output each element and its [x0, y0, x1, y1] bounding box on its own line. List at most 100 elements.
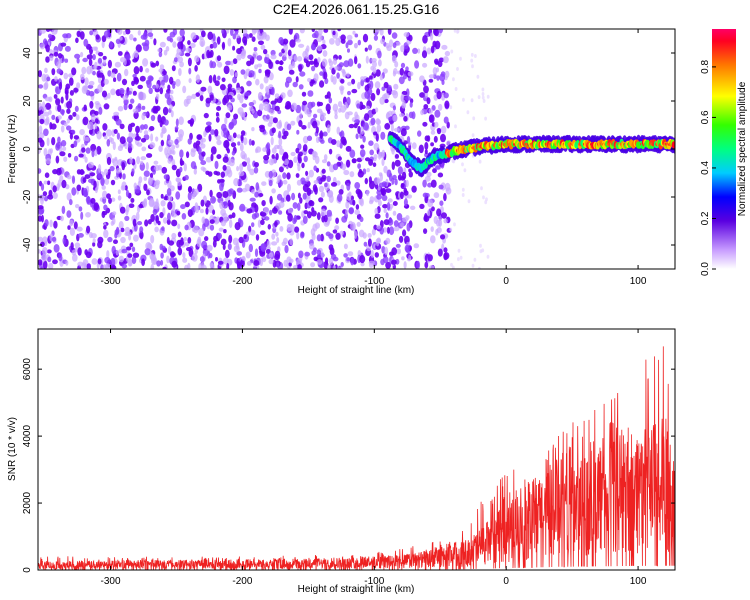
- spectrogram-noise-blob: [242, 29, 248, 35]
- spectrogram-noise-blob: [393, 68, 398, 75]
- spectrogram-noise-blob: [203, 112, 209, 119]
- spectrogram-noise-blob: [216, 36, 221, 45]
- spectrogram-noise-blob: [179, 29, 185, 37]
- spectrogram-noise-blob: [102, 123, 108, 131]
- spectrogram-noise-blob: [169, 185, 175, 192]
- spectrogram-noise-blob: [39, 29, 46, 34]
- spectrogram-noise-blob: [82, 57, 88, 63]
- spectrogram-noise-blob: [316, 101, 321, 107]
- spectrogram-x-tick-label: -100: [364, 276, 384, 287]
- spectrogram-noise-blob: [292, 202, 298, 209]
- spectrogram-noise-blob: [322, 131, 328, 137]
- spectrogram-noise-blob: [81, 262, 87, 269]
- spectrogram-noise-blob: [392, 174, 397, 181]
- snr-y-ticks: 0 2000 4000 6000: [22, 358, 675, 573]
- spectrogram-noise-blob: [54, 76, 58, 82]
- spectrogram-noise-blob: [269, 209, 273, 216]
- spectrogram-noise-blob: [395, 243, 401, 248]
- spectrogram-noise-blob: [364, 84, 370, 92]
- spectrogram-noise-blob: [150, 234, 155, 244]
- spectrogram-noise-blob: [133, 76, 139, 82]
- spectrogram-noise-blob: [288, 63, 293, 72]
- spectrogram-noise-blob: [128, 203, 135, 208]
- spectrogram-noise-blob: [179, 61, 185, 68]
- spectrogram-noise-blob: [92, 242, 96, 247]
- spectrogram-noise-blob: [142, 58, 149, 67]
- spectrogram-noise-blob: [316, 259, 323, 265]
- spectrogram-noise-blob: [406, 222, 411, 232]
- spectrogram-noise-blob: [55, 143, 60, 151]
- spectrogram-noise-blob: [124, 142, 128, 150]
- spectrogram-noise-blob: [263, 154, 270, 161]
- spectrogram-noise-blob: [246, 157, 251, 165]
- spectrogram-noise-blob: [258, 68, 262, 74]
- spectrogram-noise-blob: [358, 197, 363, 206]
- spectrogram-noise-blob: [117, 105, 124, 112]
- spectrogram-noise-blob: [59, 151, 66, 157]
- spectrogram-noise-blob: [310, 43, 316, 51]
- spectrogram-noise-blob: [313, 180, 319, 184]
- spectrogram-noise-blob: [289, 39, 296, 48]
- spectrogram-y-tick-label: -40: [22, 237, 33, 252]
- spectrogram-noise-blob: [362, 135, 366, 143]
- spectrogram-x-tick-label: -200: [232, 276, 252, 287]
- spectrogram-noise-blob: [398, 76, 405, 85]
- spectrogram-noise-blob: [357, 125, 361, 135]
- spectrogram-noise-blob: [214, 80, 220, 87]
- spectrogram-noise-blob: [162, 266, 167, 269]
- spectrogram-noise-blob: [40, 195, 45, 201]
- spectrogram-noise-blob: [51, 114, 56, 120]
- spectrogram-noise-blob: [449, 105, 453, 110]
- spectrogram-noise-blob: [76, 169, 82, 175]
- spectrogram-noise-blob: [45, 116, 50, 125]
- spectrogram-noise-blob: [278, 66, 284, 71]
- spectrogram-noise-blob: [167, 158, 172, 164]
- spectrogram-noise-blob: [296, 231, 300, 240]
- spectrogram-noise-blob: [53, 244, 60, 253]
- spectrogram-noise-blob: [65, 92, 69, 101]
- spectrogram-noise-blob: [439, 73, 446, 82]
- spectrogram-noise-blob: [197, 146, 202, 155]
- spectrogram-noise-blob: [103, 225, 107, 230]
- spectrogram-noise-blob: [457, 257, 460, 262]
- spectrogram-noise-blob: [259, 126, 266, 133]
- spectrogram-noise-blob: [336, 126, 341, 135]
- spectrogram-noise-blob: [266, 103, 270, 113]
- spectrogram-noise-blob: [278, 52, 283, 57]
- spectrogram-noise-blob: [332, 103, 339, 112]
- spectrogram-noise-blob: [381, 86, 386, 92]
- spectrogram-noise-blob: [232, 58, 238, 65]
- spectrogram-noise-blob: [53, 51, 59, 57]
- spectrogram-noise-blob: [328, 194, 334, 203]
- spectrogram-noise-blob: [76, 184, 82, 192]
- spectrogram-noise-blob: [184, 224, 189, 231]
- spectrogram-noise-blob: [144, 39, 150, 47]
- spectrogram-noise-blob: [49, 122, 53, 130]
- spectrogram-noise-blob: [317, 57, 321, 63]
- spectrogram-noise-blob: [403, 187, 408, 194]
- spectrogram-noise-blob: [81, 147, 86, 153]
- spectrogram-noise-blob: [191, 93, 197, 99]
- spectrogram-noise-blob: [479, 249, 483, 254]
- spectrogram-noise-blob: [298, 43, 305, 48]
- spectrogram-noise-blob: [155, 60, 160, 67]
- spectrogram-x-tick-label: 0: [503, 276, 509, 287]
- spectrogram-noise-blob: [40, 241, 45, 248]
- spectrogram-noise-blob: [473, 257, 477, 262]
- spectrogram-noise-blob: [237, 141, 241, 146]
- spectrogram-noise-blob: [373, 154, 378, 160]
- spectrogram-noise-blob: [233, 178, 240, 187]
- spectrogram-noise-blob: [38, 215, 42, 222]
- spectrogram-noise-blob: [159, 212, 164, 219]
- spectrogram-noise-blob: [77, 247, 82, 256]
- spectrogram-noise-blob: [199, 256, 205, 263]
- spectrogram-noise-blob: [75, 37, 79, 44]
- spectrogram-noise-blob: [346, 257, 350, 262]
- spectrogram-noise-blob: [205, 207, 209, 215]
- spectrogram-noise-blob: [457, 248, 461, 253]
- spectrogram-noise-blob: [81, 85, 88, 94]
- spectrogram-noise-blob: [39, 139, 45, 148]
- spectrogram-noise-blob: [423, 85, 429, 94]
- spectrogram-noise-blob: [83, 38, 89, 47]
